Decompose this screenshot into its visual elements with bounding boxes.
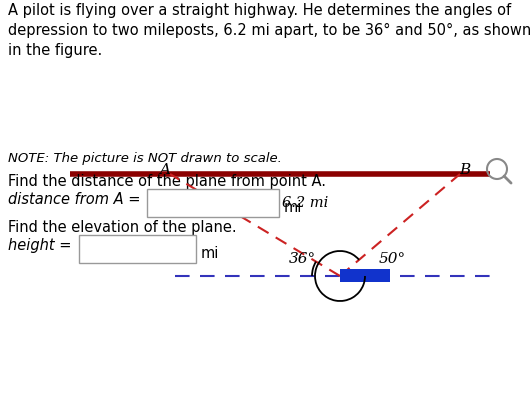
Text: 6.2 mi: 6.2 mi [282,196,328,209]
Text: Find the elevation of the plane.: Find the elevation of the plane. [8,220,236,234]
Text: distance from A =: distance from A = [8,191,140,207]
Text: 50°: 50° [378,252,405,265]
FancyBboxPatch shape [147,189,279,218]
FancyBboxPatch shape [79,236,196,263]
Text: mi: mi [201,245,219,261]
Text: A: A [160,163,171,177]
Text: 36°: 36° [288,252,315,265]
Text: A pilot is flying over a straight highway. He determines the angles of
depressio: A pilot is flying over a straight highwa… [8,3,530,58]
Text: NOTE: The picture is NOT drawn to scale.: NOTE: The picture is NOT drawn to scale. [8,152,282,164]
Text: Find the distance of the plane from point A.: Find the distance of the plane from poin… [8,173,326,189]
Text: mi: mi [284,200,303,214]
Text: height =: height = [8,237,72,252]
Bar [340,270,390,282]
Text: B: B [460,163,471,177]
